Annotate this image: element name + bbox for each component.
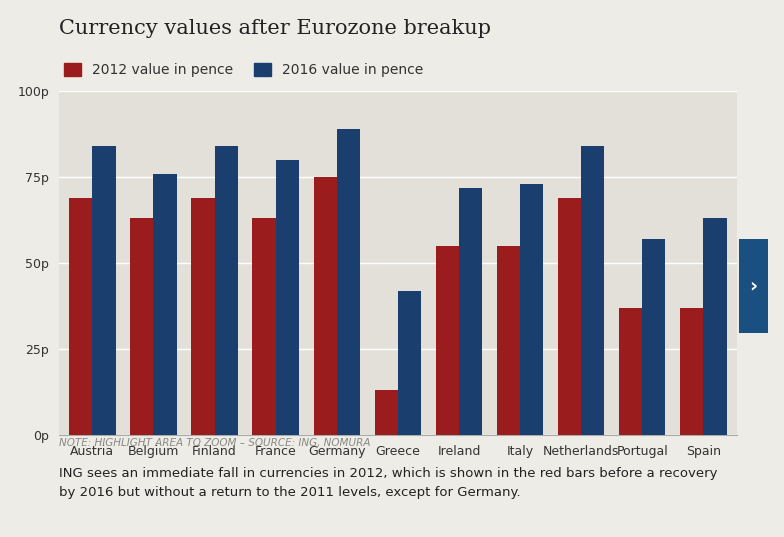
Bar [642, 239, 666, 435]
Bar [619, 308, 642, 435]
Legend: 2012 value in pence, 2016 value in pence: 2012 value in pence, 2016 value in pence [64, 63, 423, 77]
Bar [276, 160, 299, 435]
Bar [558, 198, 581, 435]
Bar [154, 174, 176, 435]
Text: ING sees an immediate fall in currencies in 2012, which is shown in the red bars: ING sees an immediate fall in currencies… [59, 467, 717, 499]
Bar [191, 198, 215, 435]
Text: NOTE: HIGHLIGHT AREA TO ZOOM – SOURCE: ING, NOMURA: NOTE: HIGHLIGHT AREA TO ZOOM – SOURCE: I… [59, 438, 370, 448]
Bar [397, 291, 421, 435]
Bar [459, 187, 482, 435]
Bar [252, 219, 276, 435]
Text: Currency values after Eurozone breakup: Currency values after Eurozone breakup [59, 19, 491, 38]
Bar [69, 198, 93, 435]
Bar [703, 219, 727, 435]
Bar [215, 146, 238, 435]
Bar [497, 246, 520, 435]
Text: ›: › [750, 277, 757, 295]
Bar [314, 177, 337, 435]
Bar [130, 219, 154, 435]
Bar [375, 390, 397, 435]
Bar [337, 129, 360, 435]
Bar [681, 308, 703, 435]
Bar [93, 146, 115, 435]
Bar [581, 146, 604, 435]
Bar [436, 246, 459, 435]
Bar [520, 184, 543, 435]
